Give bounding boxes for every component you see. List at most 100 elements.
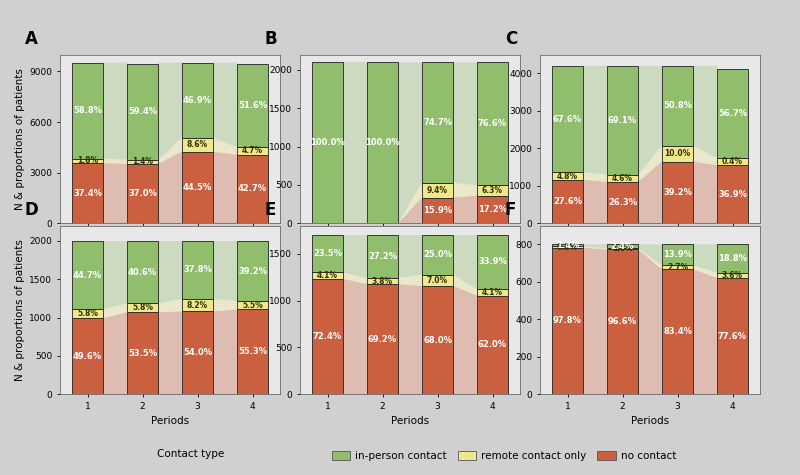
- Polygon shape: [398, 284, 422, 394]
- Text: 62.0%: 62.0%: [478, 341, 507, 350]
- Text: 72.4%: 72.4%: [313, 332, 342, 341]
- Polygon shape: [582, 172, 607, 182]
- Text: 3.8%: 3.8%: [372, 276, 393, 285]
- Text: A: A: [25, 30, 38, 48]
- Polygon shape: [398, 62, 422, 223]
- Text: 3.6%: 3.6%: [722, 271, 743, 280]
- Text: 40.6%: 40.6%: [128, 268, 157, 277]
- Polygon shape: [213, 241, 238, 301]
- Text: 17.2%: 17.2%: [478, 205, 507, 214]
- Polygon shape: [398, 182, 422, 223]
- Bar: [718, 278, 748, 394]
- Bar: [552, 247, 582, 394]
- Bar: [127, 312, 158, 394]
- Polygon shape: [158, 138, 182, 164]
- Text: F: F: [505, 201, 516, 219]
- Bar: [422, 286, 453, 394]
- Polygon shape: [638, 162, 662, 223]
- Bar: [127, 304, 158, 312]
- Polygon shape: [102, 159, 127, 164]
- Text: 13.9%: 13.9%: [663, 250, 692, 259]
- Bar: [367, 284, 398, 394]
- Text: 10.0%: 10.0%: [664, 149, 690, 158]
- Text: Contact type: Contact type: [157, 448, 224, 459]
- Text: 39.2%: 39.2%: [663, 188, 692, 197]
- Bar: [662, 162, 693, 223]
- Polygon shape: [158, 299, 182, 312]
- Bar: [238, 241, 268, 301]
- Text: 1.4%: 1.4%: [556, 241, 579, 250]
- Bar: [607, 175, 638, 182]
- Polygon shape: [638, 146, 662, 182]
- X-axis label: Periods: Periods: [391, 417, 429, 427]
- Text: 46.9%: 46.9%: [183, 96, 212, 104]
- Polygon shape: [213, 299, 238, 312]
- Polygon shape: [213, 152, 238, 223]
- Bar: [182, 63, 213, 138]
- Text: 44.5%: 44.5%: [183, 183, 212, 192]
- Text: 69.2%: 69.2%: [368, 335, 397, 343]
- Polygon shape: [398, 275, 422, 286]
- Text: 2.7%: 2.7%: [667, 263, 688, 272]
- Text: 15.9%: 15.9%: [423, 206, 452, 215]
- Bar: [312, 62, 342, 223]
- Legend: in-person contact, remote contact only, no contact: in-person contact, remote contact only, …: [327, 446, 681, 465]
- Bar: [718, 69, 748, 158]
- Bar: [552, 244, 582, 247]
- Bar: [662, 66, 693, 146]
- Bar: [127, 164, 158, 223]
- Bar: [312, 273, 342, 279]
- Text: 4.1%: 4.1%: [317, 271, 338, 280]
- Bar: [718, 158, 748, 165]
- Text: C: C: [505, 30, 517, 48]
- Text: 26.3%: 26.3%: [608, 198, 637, 207]
- Text: 5.8%: 5.8%: [132, 304, 153, 312]
- Bar: [422, 62, 453, 182]
- Polygon shape: [342, 273, 367, 284]
- Y-axis label: N & proportions of patients: N & proportions of patients: [15, 239, 25, 381]
- Bar: [422, 198, 453, 223]
- X-axis label: Periods: Periods: [631, 417, 669, 427]
- Text: 69.1%: 69.1%: [608, 116, 637, 125]
- Polygon shape: [158, 152, 182, 223]
- Text: 77.6%: 77.6%: [718, 332, 747, 341]
- Bar: [127, 64, 158, 160]
- Text: 0.8%: 0.8%: [557, 243, 578, 252]
- X-axis label: Periods: Periods: [151, 417, 189, 427]
- Polygon shape: [398, 198, 422, 223]
- Text: B: B: [265, 30, 278, 48]
- Bar: [127, 241, 158, 304]
- Text: 39.2%: 39.2%: [238, 266, 267, 276]
- Text: 58.8%: 58.8%: [73, 106, 102, 115]
- Text: 55.3%: 55.3%: [238, 347, 267, 356]
- Text: E: E: [265, 201, 276, 219]
- Polygon shape: [342, 279, 367, 394]
- Bar: [478, 289, 508, 295]
- Bar: [422, 235, 453, 275]
- Bar: [607, 248, 638, 249]
- Bar: [72, 159, 102, 163]
- Bar: [662, 244, 693, 265]
- Text: 59.4%: 59.4%: [128, 107, 157, 116]
- Bar: [367, 235, 398, 278]
- Polygon shape: [453, 286, 478, 394]
- Bar: [238, 64, 268, 147]
- Bar: [238, 301, 268, 310]
- Text: 37.0%: 37.0%: [128, 189, 157, 198]
- Bar: [718, 165, 748, 223]
- Bar: [367, 278, 398, 284]
- Polygon shape: [638, 249, 662, 394]
- Bar: [238, 147, 268, 155]
- Polygon shape: [693, 146, 718, 165]
- Polygon shape: [693, 66, 718, 158]
- Text: 100.0%: 100.0%: [310, 138, 345, 147]
- Bar: [182, 241, 213, 299]
- Polygon shape: [582, 180, 607, 223]
- Text: 42.7%: 42.7%: [238, 184, 267, 193]
- Polygon shape: [213, 138, 238, 155]
- Polygon shape: [158, 241, 182, 304]
- Polygon shape: [582, 247, 607, 249]
- Polygon shape: [693, 162, 718, 223]
- Text: 53.5%: 53.5%: [128, 349, 157, 358]
- Polygon shape: [582, 244, 607, 248]
